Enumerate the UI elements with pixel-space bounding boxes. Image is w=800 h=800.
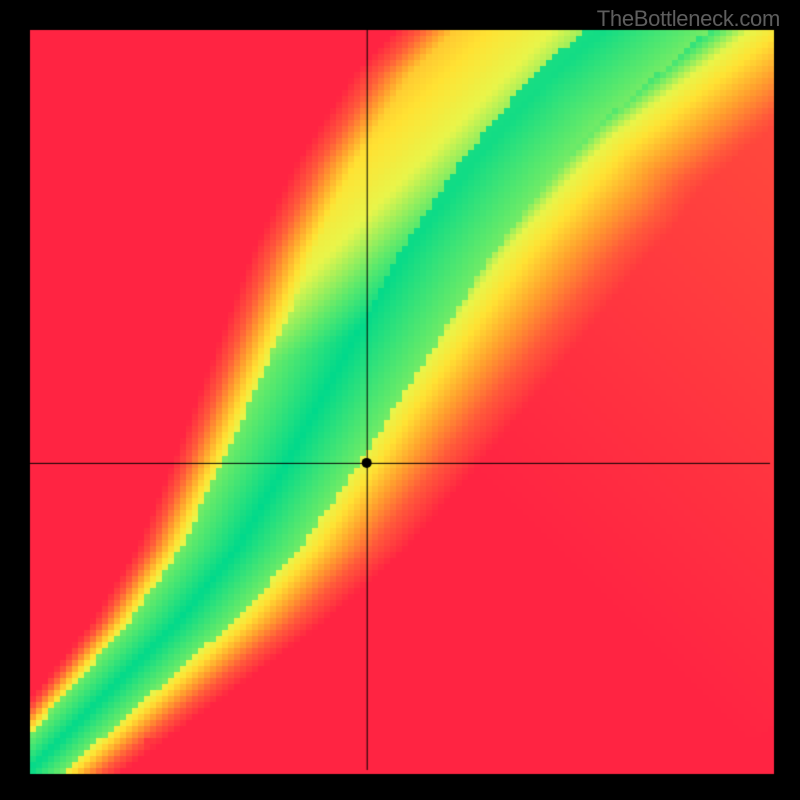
watermark-text: TheBottleneck.com [597, 6, 780, 32]
heatmap-canvas [0, 0, 800, 800]
chart-container: TheBottleneck.com [0, 0, 800, 800]
